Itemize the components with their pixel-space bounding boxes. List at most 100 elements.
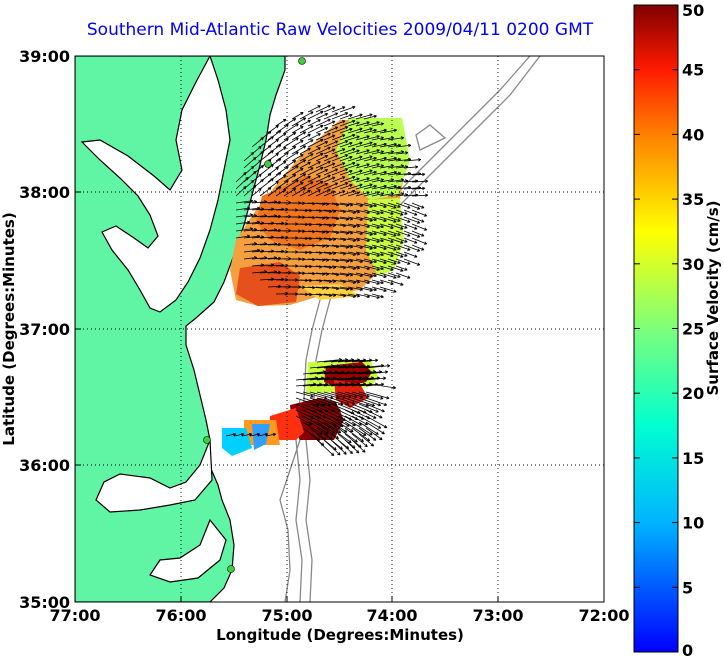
velocity-arrow [411,209,428,217]
axis-tick-marks [75,191,499,602]
velocity-arrow [331,168,349,176]
velocity-arrow [299,133,311,141]
velocity-arrow [365,403,385,413]
velocity-arrow [323,148,336,155]
velocity-arrow [315,174,331,183]
radar-site-markers [203,57,306,573]
velocity-arrow [283,188,297,197]
colorbar-label: Surface Velocity (cm/s) [704,200,722,395]
velocity-arrow [365,376,387,381]
colorbar-tick-label: 25 [682,320,704,339]
velocity-arrow [323,126,339,134]
colorbar [633,4,679,653]
velocity-arrow [323,439,341,456]
velocity-arrow [323,182,339,190]
velocity-arrow [337,439,354,455]
velocity-arrow [344,421,367,436]
velocity-arrow [331,148,346,155]
velocity-arrow [339,105,356,113]
velocity-arrow [363,293,380,299]
radar-site-marker [264,160,272,168]
sound-water-2 [149,518,227,583]
velocity-arrow [315,104,331,113]
velocity-arrow [387,251,404,258]
velocity-arrow [257,432,269,437]
velocity-arrow [347,177,360,183]
velocity-arrow [330,427,352,444]
colorbar-tick-label: 30 [682,255,704,274]
velocity-arrow [339,119,356,127]
velocity-arrow [337,391,358,399]
velocity-arrow [241,432,253,437]
velocity-arrow [323,112,339,120]
velocity-arrow [315,188,331,197]
velocity-arrow [309,421,329,435]
x-tick-label: 72:00 [579,606,630,625]
velocity-arrows [225,104,429,457]
velocity-arrow [323,154,339,162]
velocity-arrow [379,216,397,223]
velocity-arrow [347,127,363,134]
velocity-arrow [355,272,373,278]
velocity-arrow [299,167,314,176]
velocity-arrow [225,432,237,437]
velocity-arrow [371,202,387,208]
velocity-arrow [259,187,272,197]
velocity-arrow [355,216,373,222]
velocity-arrow [363,251,380,257]
velocity-arrow [387,279,404,286]
velocity-arrow [307,161,321,169]
velocity-arrow [363,286,377,292]
x-tick-label: 76:00 [156,606,207,625]
velocity-arrow [387,209,404,216]
velocity-arrow [371,272,387,278]
velocity-arrow [363,149,380,155]
velocity-arrow [331,176,346,183]
velocity-arrow [379,142,397,148]
velocity-arrow [315,113,329,120]
velocity-arrow [371,279,384,285]
velocity-arrow [291,173,307,183]
velocity-arrow [283,165,299,176]
velocity-arrow [283,151,299,162]
velocity-arrow [365,421,385,435]
velocity-arrow [355,121,370,127]
velocity-arrow [275,132,287,141]
velocity-arrow [371,286,387,292]
velocity-arrow [299,125,314,134]
velocity-arrow [371,223,384,229]
velocity-arrow [363,184,377,190]
velocity-arrow [351,391,370,398]
velocity-arrow [358,433,375,447]
velocity-arrow [379,230,397,237]
velocity-arrow [371,209,384,215]
colorbar-tick-label: 50 [682,1,704,20]
velocity-arrow [355,230,373,236]
velocity-arrow [363,177,380,183]
velocity-arrow [337,421,354,433]
velocity-arrow [371,293,384,299]
colorbar-tick-label: 35 [682,190,704,209]
velocity-arrow [307,133,321,141]
velocity-arrow [365,391,390,400]
velocity-arrow [323,140,339,148]
radar-site-marker [227,565,235,573]
velocity-arrow [371,244,387,250]
velocity-arrow [379,258,397,265]
velocity-arrow [233,432,245,437]
velocity-arrow [299,153,314,162]
velocity-arrow [291,168,304,176]
velocity-arrow [235,186,247,197]
colorbar-tick-label: 40 [682,125,704,144]
velocity-arrow [387,223,404,230]
velocity-arrow [259,178,274,190]
velocity-arrow [316,421,336,434]
velocity-arrow [339,133,356,141]
velocity-arrow [323,391,346,399]
velocity-arrow [330,391,352,399]
velocity-arrow [387,237,404,244]
velocity-arrow [347,183,363,190]
velocity-arrow [259,136,274,148]
velocity-arrow [249,432,261,437]
velocity-arrow [331,182,349,190]
